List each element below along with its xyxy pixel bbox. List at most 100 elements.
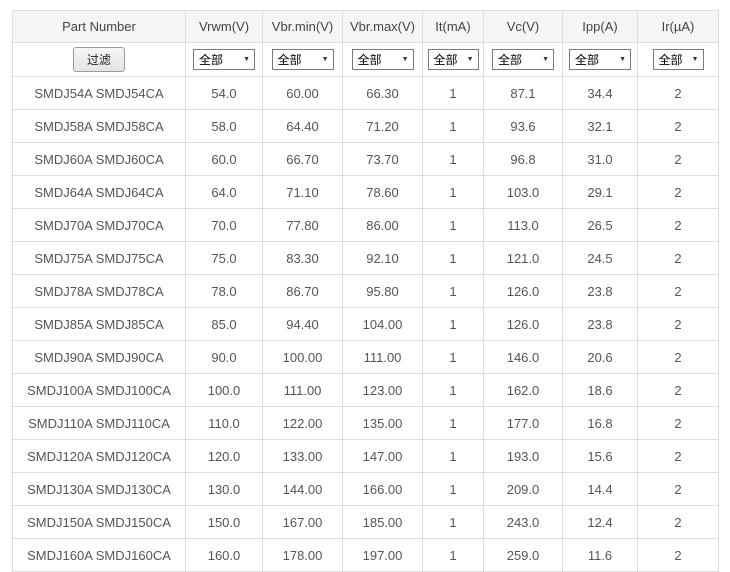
vc-cell: 87.1	[483, 76, 563, 110]
vrwm-cell: 60.0	[185, 142, 263, 176]
filter-select-vbr-min[interactable]: 全部 ▼	[271, 49, 334, 70]
column-header-it: It(mA)	[422, 10, 484, 43]
vrwm-cell: 100.0	[185, 373, 263, 407]
vc-cell: 243.0	[483, 505, 563, 539]
parts-table: Part Number Vrwm(V) Vbr.min(V) Vbr.max(V…	[12, 10, 719, 572]
ir-cell: 2	[637, 109, 719, 143]
ir-cell: 2	[637, 505, 719, 539]
filter-select-ipp[interactable]: 全部 ▼	[569, 49, 631, 70]
vrwm-cell: 110.0	[185, 406, 263, 440]
vc-cell: 193.0	[483, 439, 563, 473]
vbr-min-cell: 66.70	[262, 142, 343, 176]
vc-cell: 113.0	[483, 208, 563, 242]
ipp-cell: 29.1	[562, 175, 638, 209]
vbr-max-cell: 86.00	[342, 208, 423, 242]
part-number-cell: SMDJ54A SMDJ54CA	[12, 76, 186, 110]
it-cell: 1	[422, 142, 484, 176]
vbr-min-cell: 178.00	[262, 538, 343, 572]
part-number-cell: SMDJ120A SMDJ120CA	[12, 439, 186, 473]
filter-select-it[interactable]: 全部 ▼	[427, 49, 479, 70]
it-cell: 1	[422, 307, 484, 341]
chevron-down-icon: ▼	[466, 56, 474, 63]
it-cell: 1	[422, 208, 484, 242]
vrwm-cell: 85.0	[185, 307, 263, 341]
column-header-part-number: Part Number	[12, 10, 186, 43]
table-body: SMDJ54A SMDJ54CA 54.0 60.00 66.30 1 87.1…	[12, 76, 719, 572]
it-cell: 1	[422, 175, 484, 209]
ir-cell: 2	[637, 76, 719, 110]
vbr-min-cell: 100.00	[262, 340, 343, 374]
part-number-cell: SMDJ60A SMDJ60CA	[12, 142, 186, 176]
filter-select-vbr-max[interactable]: 全部 ▼	[351, 49, 414, 70]
filter-select-vrwm[interactable]: 全部 ▼	[193, 49, 255, 70]
vc-cell: 209.0	[483, 472, 563, 506]
vrwm-cell: 75.0	[185, 241, 263, 275]
column-header-vrwm: Vrwm(V)	[185, 10, 263, 43]
ipp-cell: 15.6	[562, 439, 638, 473]
ipp-cell: 11.6	[562, 538, 638, 572]
table-row: SMDJ60A SMDJ60CA 60.0 66.70 73.70 1 96.8…	[12, 142, 719, 176]
table-row: SMDJ100A SMDJ100CA 100.0 111.00 123.00 1…	[12, 373, 719, 407]
ipp-cell: 16.8	[562, 406, 638, 440]
vbr-min-cell: 122.00	[262, 406, 343, 440]
ir-cell: 2	[637, 208, 719, 242]
filter-select-value: 全部	[575, 53, 600, 67]
column-header-ir: Ir(µA)	[637, 10, 719, 43]
table-row: SMDJ58A SMDJ58CA 58.0 64.40 71.20 1 93.6…	[12, 109, 719, 143]
vrwm-cell: 150.0	[185, 505, 263, 539]
it-cell: 1	[422, 472, 484, 506]
vbr-min-cell: 60.00	[262, 76, 343, 110]
table-row: SMDJ85A SMDJ85CA 85.0 94.40 104.00 1 126…	[12, 307, 719, 341]
vc-cell: 126.0	[483, 307, 563, 341]
vrwm-cell: 58.0	[185, 109, 263, 143]
vrwm-cell: 90.0	[185, 340, 263, 374]
vbr-min-cell: 86.70	[262, 274, 343, 308]
vrwm-cell: 160.0	[185, 538, 263, 572]
ir-cell: 2	[637, 274, 719, 308]
ipp-cell: 24.5	[562, 241, 638, 275]
part-number-cell: SMDJ78A SMDJ78CA	[12, 274, 186, 308]
filter-button[interactable]: 过滤	[72, 47, 125, 72]
vbr-min-cell: 71.10	[262, 175, 343, 209]
ir-cell: 2	[637, 373, 719, 407]
vc-cell: 162.0	[483, 373, 563, 407]
table-row: SMDJ70A SMDJ70CA 70.0 77.80 86.00 1 113.…	[12, 208, 719, 242]
ir-cell: 2	[637, 142, 719, 176]
chevron-down-icon: ▼	[321, 56, 329, 63]
vrwm-cell: 54.0	[185, 76, 263, 110]
vbr-max-cell: 92.10	[342, 241, 423, 275]
ipp-cell: 20.6	[562, 340, 638, 374]
vc-cell: 96.8	[483, 142, 563, 176]
column-header-vbr-min: Vbr.min(V)	[262, 10, 343, 43]
part-number-cell: SMDJ90A SMDJ90CA	[12, 340, 186, 374]
ipp-cell: 26.5	[562, 208, 638, 242]
part-number-cell: SMDJ58A SMDJ58CA	[12, 109, 186, 143]
table-row: SMDJ110A SMDJ110CA 110.0 122.00 135.00 1…	[12, 406, 719, 440]
vbr-max-cell: 73.70	[342, 142, 423, 176]
ir-cell: 2	[637, 538, 719, 572]
filter-select-vc[interactable]: 全部 ▼	[492, 49, 554, 70]
vbr-max-cell: 111.00	[342, 340, 423, 374]
ir-cell: 2	[637, 241, 719, 275]
table-row: SMDJ120A SMDJ120CA 120.0 133.00 147.00 1…	[12, 439, 719, 473]
ipp-cell: 23.8	[562, 274, 638, 308]
vbr-max-cell: 66.30	[342, 76, 423, 110]
column-header-vc: Vc(V)	[483, 10, 563, 43]
filter-select-value: 全部	[199, 53, 224, 67]
vbr-min-cell: 83.30	[262, 241, 343, 275]
column-header-vbr-max: Vbr.max(V)	[342, 10, 423, 43]
ir-cell: 2	[637, 340, 719, 374]
ir-cell: 2	[637, 175, 719, 209]
filter-select-value: 全部	[433, 53, 458, 67]
filter-select-ir[interactable]: 全部 ▼	[652, 49, 704, 70]
vbr-min-cell: 111.00	[262, 373, 343, 407]
vbr-max-cell: 166.00	[342, 472, 423, 506]
filter-row: 过滤 全部 ▼ 全部 ▼ 全部 ▼	[12, 42, 719, 77]
vrwm-cell: 64.0	[185, 175, 263, 209]
it-cell: 1	[422, 439, 484, 473]
ir-cell: 2	[637, 307, 719, 341]
it-cell: 1	[422, 373, 484, 407]
vbr-min-cell: 64.40	[262, 109, 343, 143]
chevron-down-icon: ▼	[243, 56, 250, 63]
table-row: SMDJ54A SMDJ54CA 54.0 60.00 66.30 1 87.1…	[12, 76, 719, 110]
